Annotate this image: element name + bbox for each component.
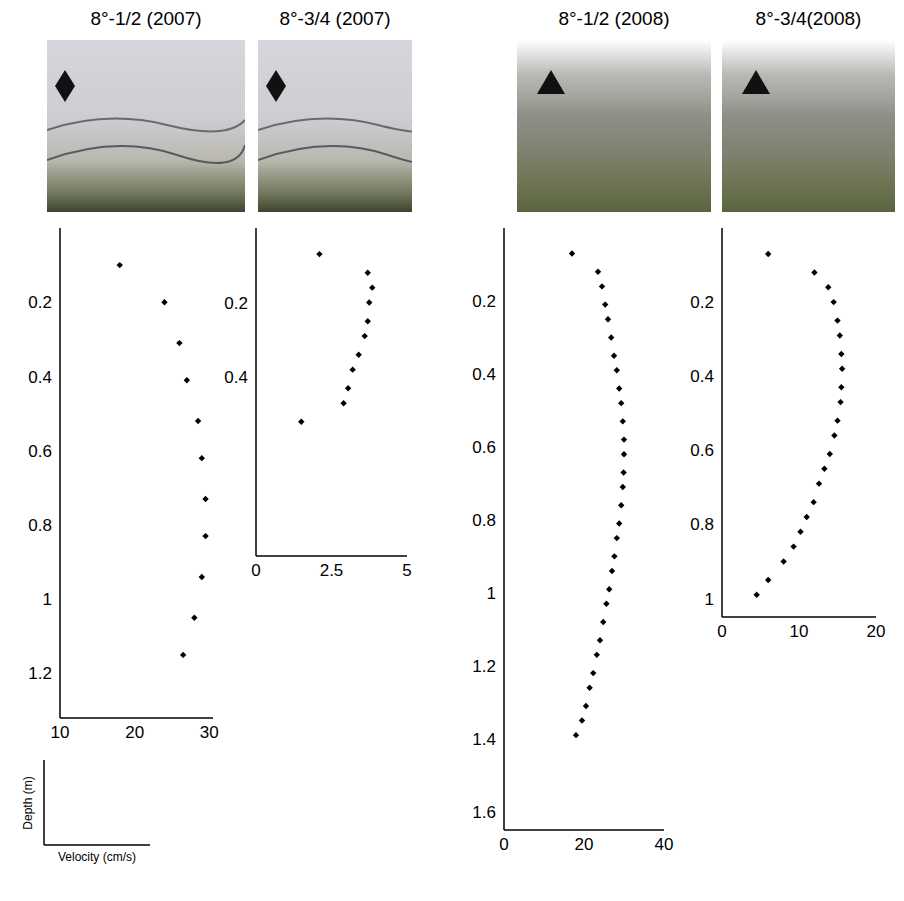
svg-text:0.6: 0.6 xyxy=(690,441,714,460)
svg-text:0.4: 0.4 xyxy=(472,365,496,384)
svg-text:1.2: 1.2 xyxy=(472,657,496,676)
svg-text:10: 10 xyxy=(790,622,809,641)
svg-text:0.8: 0.8 xyxy=(472,511,496,530)
svg-text:1.6: 1.6 xyxy=(472,803,496,822)
html-text:8°-1/2 (2008): 8°-1/2 (2008) xyxy=(558,8,670,29)
html-text:8°-3/4(2008): 8°-3/4(2008) xyxy=(755,8,862,29)
html-text:8°-3/4 (2007): 8°-3/4 (2007) xyxy=(279,8,391,29)
svg-text:0: 0 xyxy=(717,622,726,641)
svg-text:0: 0 xyxy=(251,561,260,580)
svg-text:30: 30 xyxy=(200,723,219,742)
svg-text:5: 5 xyxy=(402,561,411,580)
svg-text:0.2: 0.2 xyxy=(224,294,248,313)
svg-text:20: 20 xyxy=(867,622,886,641)
svg-text:40: 40 xyxy=(655,835,674,854)
svg-text:20: 20 xyxy=(575,835,594,854)
svg-text:0.4: 0.4 xyxy=(28,368,52,387)
svg-text:1.4: 1.4 xyxy=(472,730,496,749)
svg-text:0.2: 0.2 xyxy=(690,293,714,312)
svg-text:2.5: 2.5 xyxy=(320,561,344,580)
svg-text:1.2: 1.2 xyxy=(28,664,52,683)
svg-text:0.6: 0.6 xyxy=(472,438,496,457)
svg-text:20: 20 xyxy=(125,723,144,742)
svg-text:10: 10 xyxy=(51,723,70,742)
svg-text:0.8: 0.8 xyxy=(690,515,714,534)
svg-text:Velocity (cm/s): Velocity (cm/s) xyxy=(58,850,136,864)
svg-text:1: 1 xyxy=(43,590,52,609)
svg-text:0.2: 0.2 xyxy=(28,293,52,312)
html-text:8°-1/2 (2007): 8°-1/2 (2007) xyxy=(90,8,202,29)
svg-text:0: 0 xyxy=(499,835,508,854)
svg-text:0.4: 0.4 xyxy=(690,367,714,386)
svg-text:0.2: 0.2 xyxy=(472,292,496,311)
svg-text:0.4: 0.4 xyxy=(224,368,248,387)
svg-text:1: 1 xyxy=(487,584,496,603)
svg-text:0.8: 0.8 xyxy=(28,516,52,535)
svg-text:1: 1 xyxy=(705,590,714,609)
svg-text:0.6: 0.6 xyxy=(28,442,52,461)
svg-text:Depth (m): Depth (m) xyxy=(21,776,35,829)
